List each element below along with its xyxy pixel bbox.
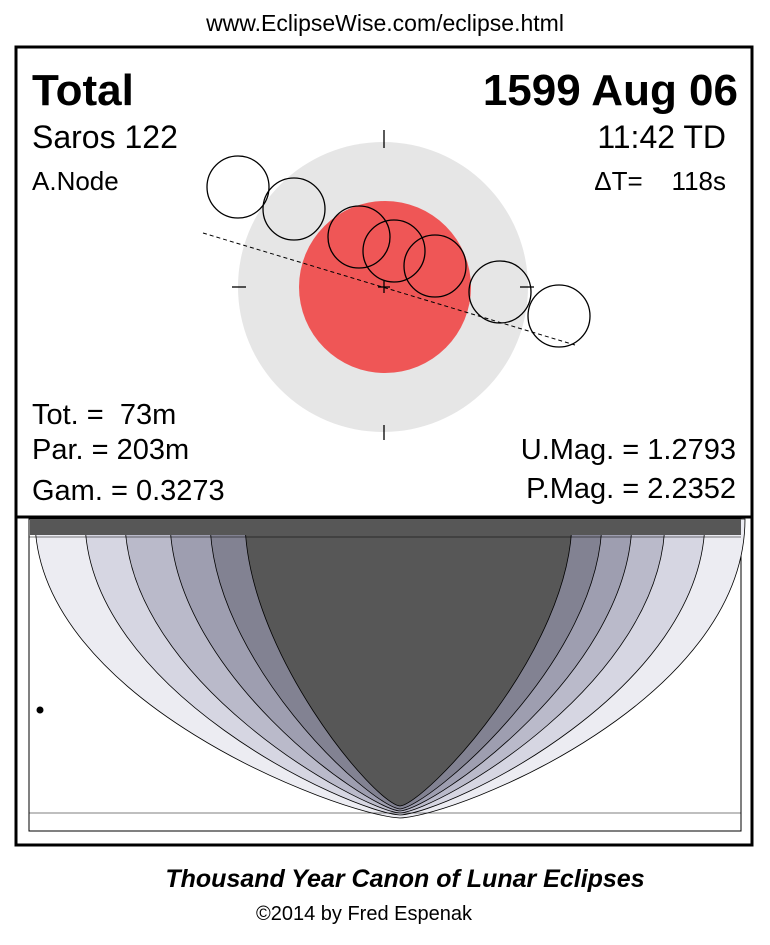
moon [403, 234, 467, 298]
moon-path [202, 232, 576, 346]
gamma: Gam. = 0.3273 [32, 475, 225, 507]
saros: Saros 122 [32, 119, 178, 155]
partiality: Par. = 203m [32, 434, 189, 466]
moon [262, 177, 326, 241]
axis-ticks [232, 130, 534, 440]
delta-t: ΔT= 118s [594, 166, 726, 196]
url: www.EclipseWise.com/eclipse.html [205, 10, 564, 36]
eclipse-date: 1599 Aug 06 [483, 66, 738, 115]
penumbral-mag: P.Mag. = 2.2352 [526, 473, 736, 505]
moon [468, 260, 532, 324]
visibility-map [28, 518, 746, 832]
footer-title: Thousand Year Canon of Lunar Eclipses [165, 865, 644, 893]
moon-positions [206, 155, 591, 348]
node: A.Node [32, 166, 119, 196]
umbral-mag: U.Mag. = 1.2793 [521, 434, 736, 466]
time: 11:42 TD [597, 119, 726, 155]
footer-credit: ©2014 by Fred Espenak [256, 903, 473, 925]
moon [362, 219, 426, 283]
moon [327, 205, 391, 269]
moon [206, 155, 270, 219]
totality: Tot. = 73m [32, 399, 176, 431]
moon [527, 284, 591, 348]
eclipse-type: Total [32, 66, 134, 115]
